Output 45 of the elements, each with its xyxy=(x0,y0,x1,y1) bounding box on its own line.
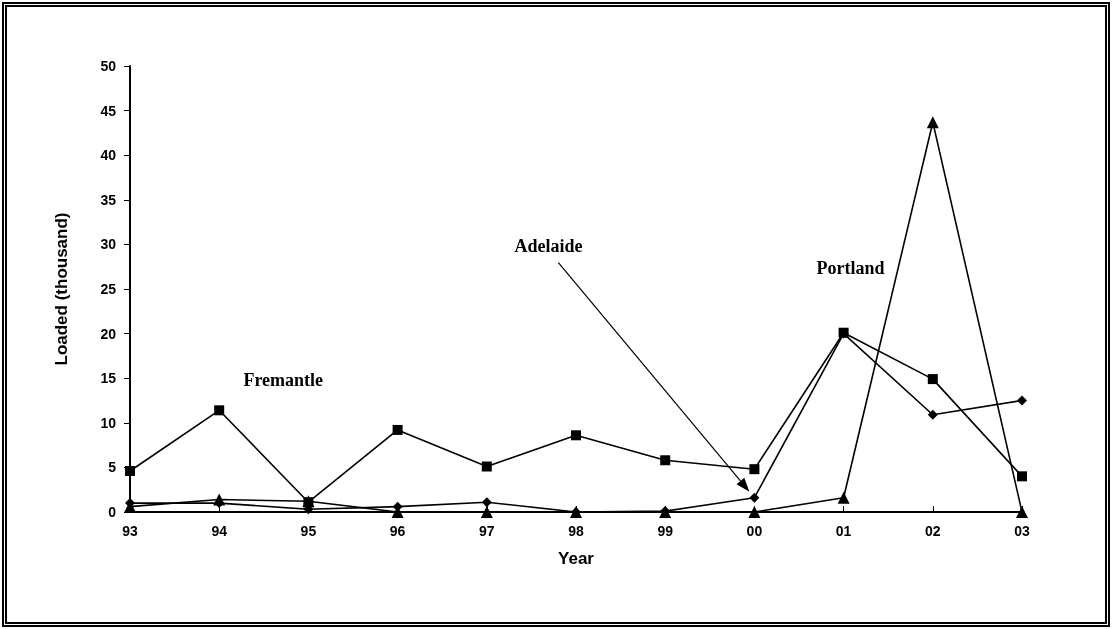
x-axis-title: Year xyxy=(558,549,595,568)
point xyxy=(392,424,403,435)
y-tick-label: 0 xyxy=(108,504,117,520)
text: Adelaide xyxy=(514,235,583,256)
x-tick-label: 03 xyxy=(1014,523,1030,539)
series-label: Fremantle xyxy=(243,370,324,391)
y-tick-label: 35 xyxy=(100,191,117,208)
point xyxy=(748,506,761,518)
x-tick-label: 93 xyxy=(122,523,138,539)
point xyxy=(660,455,671,466)
x-tick-label: 00 xyxy=(746,523,763,539)
x-tick-label: 99 xyxy=(657,523,674,539)
x-tick-label: 97 xyxy=(479,523,495,539)
y-tick-label: 45 xyxy=(100,102,117,119)
y-tick-label: 25 xyxy=(100,281,117,297)
point xyxy=(749,464,760,475)
y-tick-label: 5 xyxy=(108,459,117,476)
y-tick-label: 15 xyxy=(100,370,117,387)
point xyxy=(926,116,939,129)
x-tick-label: 01 xyxy=(835,523,852,539)
y-axis-title: Loaded (thousand) xyxy=(52,212,71,366)
point xyxy=(927,409,938,420)
point xyxy=(837,491,850,504)
point xyxy=(125,465,135,476)
point xyxy=(571,430,581,441)
y-tick-label: 10 xyxy=(100,414,117,431)
point xyxy=(213,493,226,506)
x-tick-label: 98 xyxy=(568,523,584,539)
x-tick-label: 02 xyxy=(925,523,941,539)
x-tick-label: 94 xyxy=(211,523,228,539)
y-tick-label: 30 xyxy=(100,236,117,253)
x-tick-label: 95 xyxy=(300,523,317,539)
point xyxy=(749,492,760,503)
y-tick-label: 50 xyxy=(100,58,117,74)
y-tick-label: 40 xyxy=(100,147,117,164)
point xyxy=(480,506,493,518)
point xyxy=(1017,471,1027,482)
y-tick-label: 20 xyxy=(100,325,117,342)
x-tick-label: 96 xyxy=(389,523,406,539)
point xyxy=(481,497,492,508)
point xyxy=(214,405,225,416)
point xyxy=(1017,395,1027,406)
point xyxy=(481,461,492,472)
point xyxy=(927,374,938,385)
series-label: Portland xyxy=(816,257,885,278)
